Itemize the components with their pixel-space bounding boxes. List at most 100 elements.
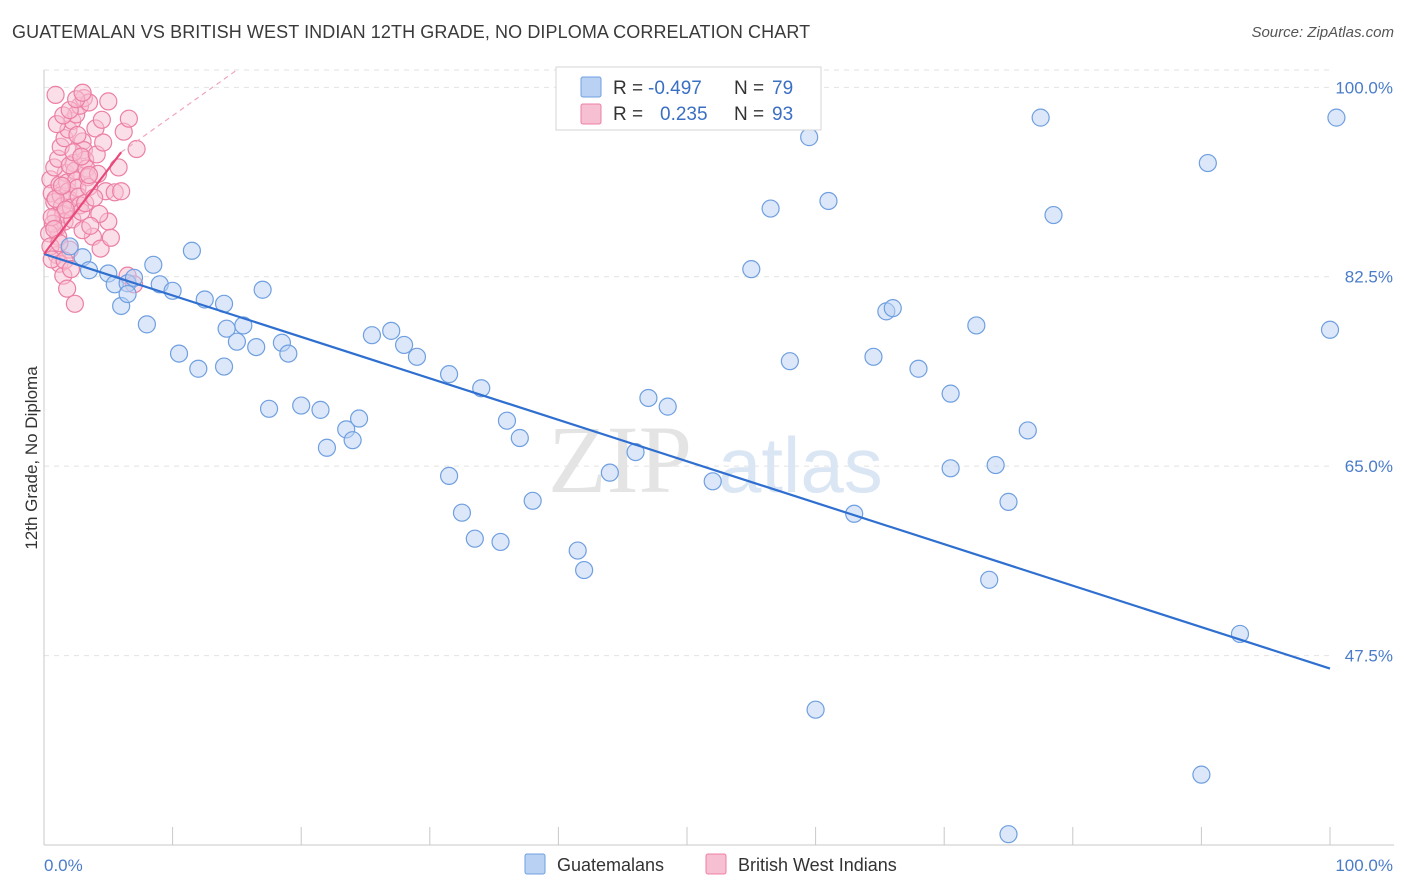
legend-n-label-1: N =: [734, 78, 764, 99]
y-axis-title: 12th Grade, No Diploma: [22, 366, 41, 550]
british-west-indians-points: [40, 83, 146, 313]
bottom-legend-swatch-pink: [705, 853, 727, 875]
guatemalans-point: [800, 128, 819, 147]
british-west-indians-trend-extension: [120, 69, 238, 153]
watermark-atlas: atlas: [718, 421, 883, 509]
british-west-indians-point: [112, 182, 131, 201]
source-label: Source: ZipAtlas.com: [1251, 24, 1394, 41]
legend-r-label-2: R =: [613, 104, 643, 125]
guatemalans-point: [806, 700, 825, 719]
guatemalans-trend-line: [43, 252, 1331, 670]
guatemalans-point: [575, 560, 594, 580]
british-west-indians-point: [85, 188, 104, 207]
legend-swatch-blue: [580, 76, 602, 98]
guatemalans-point: [986, 455, 1005, 475]
guatemalans-point: [1320, 320, 1340, 339]
chart-title: GUATEMALAN VS BRITISH WEST INDIAN 12TH G…: [12, 22, 811, 42]
guatemalans-point: [227, 332, 246, 351]
guatemalans-point: [1198, 153, 1217, 173]
guatemalans-point: [639, 388, 658, 408]
british-west-indians-point: [99, 92, 118, 111]
guatemalans-point: [259, 399, 279, 418]
guatemalans-point: [292, 396, 311, 415]
guatemalans-point: [118, 284, 137, 304]
x-tick-labels: 0.0% 100.0%: [44, 856, 1393, 875]
british-west-indians-point: [52, 176, 72, 195]
guatemalans-point: [999, 492, 1018, 511]
guatemalans-point: [1018, 421, 1037, 440]
guatemalans-point: [439, 365, 459, 384]
guatemalans-point: [941, 384, 960, 403]
guatemalans-point: [343, 431, 362, 450]
grid-lines: [44, 69, 1330, 657]
guatemalans-point: [452, 503, 472, 522]
guatemalans-point: [407, 347, 427, 366]
watermark: ZIP atlas: [548, 406, 883, 513]
guatemalans-point: [864, 347, 883, 366]
guatemalans-point: [658, 397, 677, 416]
guatemalans-point: [819, 191, 838, 211]
y-tick-labels: 47.5% 65.0% 82.5% 100.0%: [1335, 78, 1393, 665]
guatemalans-point: [600, 463, 619, 482]
british-west-indians-point: [79, 165, 99, 185]
bottom-legend-label-guatemalans: Guatemalans: [557, 855, 664, 875]
trend-lines: [43, 69, 1331, 670]
axes: [43, 70, 1394, 846]
y-tick-label: 65.0%: [1345, 457, 1393, 476]
guatemalans-point: [999, 825, 1018, 844]
guatemalans-point: [311, 400, 330, 419]
british-west-indians-point: [65, 294, 84, 313]
y-tick-label: 47.5%: [1345, 647, 1393, 666]
guatemalans-point: [1031, 108, 1050, 127]
british-west-indians-point: [101, 228, 120, 247]
legend-n-value-2: 93: [772, 104, 793, 125]
guatemalans-point: [349, 409, 369, 428]
guatemalans-point: [217, 319, 236, 338]
guatemalans-points: [60, 108, 1346, 844]
guatemalans-point: [189, 359, 208, 378]
british-west-indians-point: [56, 200, 75, 219]
guatemalans-point: [845, 504, 864, 523]
british-west-indians-point: [127, 139, 146, 159]
guatemalans-point: [941, 459, 960, 478]
guatemalans-point: [1327, 108, 1346, 127]
british-west-indians-point: [109, 158, 128, 177]
guatemalans-point: [60, 237, 79, 256]
legend-box: R = -0.497 N = 79 R = 0.235 N = 93: [555, 66, 822, 131]
watermark-zip: ZIP: [548, 406, 692, 513]
y-tick-label: 82.5%: [1345, 268, 1393, 287]
british-west-indians-point: [58, 279, 77, 298]
guatemalans-point: [980, 570, 999, 589]
legend-swatch-pink: [580, 103, 602, 125]
guatemalans-point: [137, 315, 156, 334]
british-west-indians-point: [92, 110, 111, 129]
british-west-indians-point: [46, 85, 65, 104]
guatemalans-point: [362, 326, 382, 345]
guatemalans-point: [1044, 205, 1063, 225]
guatemalans-point: [909, 359, 928, 378]
guatemalans-point: [144, 255, 163, 274]
bottom-legend-label-british-west-indians: British West Indians: [738, 855, 897, 875]
guatemalans-point: [394, 335, 414, 355]
bottom-legend-swatch-blue: [524, 853, 546, 875]
guatemalans-point: [317, 438, 337, 457]
guatemalans-point: [253, 280, 272, 299]
bottom-legend: Guatemalans British West Indians: [524, 853, 897, 875]
guatemalans-point: [510, 428, 529, 448]
guatemalans-point: [214, 357, 234, 376]
british-west-indians-point: [94, 133, 113, 152]
legend-r-value-1: -0.497: [648, 78, 702, 99]
y-tick-label: 100.0%: [1335, 78, 1393, 97]
guatemalans-point: [883, 299, 902, 318]
x-tick-label: 100.0%: [1335, 856, 1393, 875]
legend-r-label-1: R =: [613, 78, 643, 99]
guatemalans-point: [497, 411, 517, 430]
legend-n-value-1: 79: [772, 78, 793, 99]
british-west-indians-trend-line: [43, 151, 123, 255]
guatemalans-point: [382, 321, 401, 340]
guatemalans-point: [182, 241, 201, 260]
legend-r-value-2: 0.235: [660, 104, 708, 125]
guatemalans-point: [465, 529, 484, 548]
guatemalans-point: [780, 352, 799, 371]
